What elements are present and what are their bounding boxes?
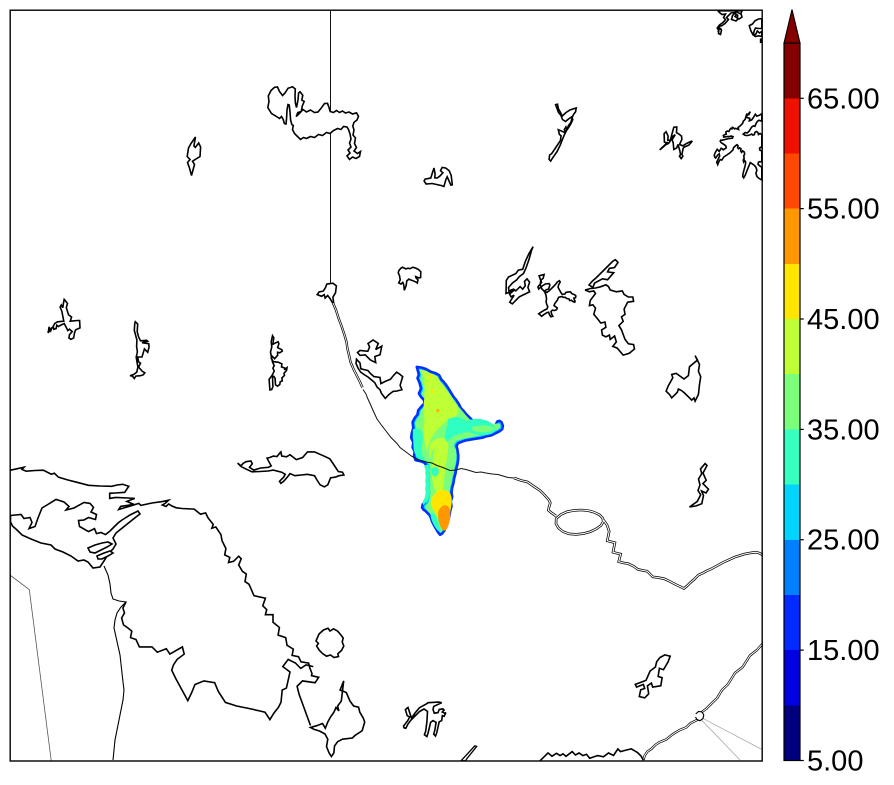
svg-text:25.00: 25.00	[807, 525, 880, 557]
svg-text:45.00: 45.00	[807, 304, 880, 336]
svg-text:5.00: 5.00	[807, 746, 863, 778]
svg-text:35.00: 35.00	[807, 414, 880, 446]
svg-text:65.00: 65.00	[807, 83, 880, 115]
svg-text:55.00: 55.00	[807, 194, 880, 226]
svg-text:15.00: 15.00	[807, 635, 880, 667]
